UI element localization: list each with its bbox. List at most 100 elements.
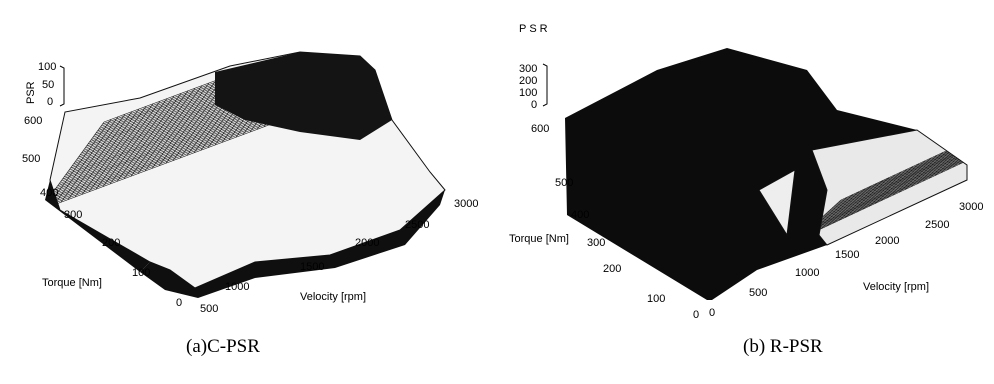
- x-tick-b-1000: 1000: [795, 267, 819, 279]
- mesh-line: [396, 72, 445, 78]
- x-tick-a-1000: 1000: [225, 281, 249, 293]
- mesh-line: [84, 72, 445, 149]
- y-tick-a-200: 200: [102, 237, 120, 249]
- z-tick-a-0: 100: [38, 61, 56, 73]
- mesh-line: [812, 145, 967, 231]
- z-tick-b-200: 200: [519, 75, 537, 87]
- mesh-line: [425, 0, 489, 67]
- surface-a-dark-upper: [215, 52, 392, 140]
- mesh-line: [812, 151, 967, 237]
- mesh-line: [102, 72, 445, 125]
- x-tick-a-1500: 1500: [300, 261, 324, 273]
- mesh-line: [812, 147, 967, 233]
- mesh-line: [94, 72, 445, 136]
- y-tick-a-600: 600: [24, 115, 42, 127]
- x-tick-b-500: 500: [749, 287, 767, 299]
- mesh-line: [86, 72, 445, 147]
- y-tick-b-400: 400: [571, 209, 589, 221]
- x-tick-b-3000: 3000: [959, 201, 983, 213]
- chart-panel-b: PSR 300 200 100 0 600 500 400 300 200 10…: [497, 0, 994, 384]
- mesh-line: [100, 72, 445, 127]
- mesh-line: [821, 133, 967, 219]
- mesh-line: [836, 130, 967, 205]
- x-tick-b-2000: 2000: [875, 235, 899, 247]
- x-axis-label-a: Velocity [rpm]: [300, 291, 366, 303]
- surface-b-notch: [758, 169, 796, 237]
- mesh-line: [418, 0, 482, 70]
- x-tick-b-0: 0: [709, 307, 715, 319]
- mesh-line: [812, 149, 967, 235]
- mesh-line: [432, 0, 496, 64]
- y-tick-b-0: 0: [693, 309, 699, 321]
- mesh-line: [971, 119, 994, 159]
- mesh-line: [410, 72, 445, 73]
- mesh-line: [97, 72, 445, 132]
- mesh-line: [818, 135, 967, 221]
- surface-plot-a: 100 50 0 PSR 600 500 400 300 200 100 0 T…: [22, 0, 497, 315]
- mesh-line: [89, 72, 445, 143]
- surface-b-dark: [565, 48, 967, 300]
- mesh-line: [382, 72, 445, 83]
- mesh-line: [103, 72, 445, 123]
- mesh-line: [829, 130, 967, 211]
- y-tick-b-100: 100: [647, 293, 665, 305]
- z-tick-b-0: 0: [531, 99, 537, 111]
- z-axis-a: [59, 65, 65, 107]
- z-tick-b-300: 300: [519, 63, 537, 75]
- y-tick-a-100: 100: [132, 267, 150, 279]
- mesh-line: [99, 72, 445, 129]
- mesh-line: [823, 131, 967, 217]
- y-tick-b-300: 300: [587, 237, 605, 249]
- y-tick-a-400: 400: [40, 187, 58, 199]
- z-axis-label-a: PSR: [25, 81, 37, 104]
- surface-a-dark-floor: [140, 190, 445, 298]
- mesh-line: [368, 72, 434, 88]
- mesh-line: [91, 72, 445, 140]
- mesh-line: [812, 153, 967, 239]
- z-axis-b: [542, 63, 548, 107]
- caption-b: (b) R-PSR: [743, 336, 823, 357]
- surface-a-dark-left: [45, 180, 150, 272]
- mesh-line: [92, 72, 445, 138]
- mesh-line: [87, 72, 445, 145]
- x-axis-label-b: Velocity [rpm]: [863, 281, 929, 293]
- mesh-line: [977, 116, 994, 156]
- mesh-line: [375, 72, 441, 86]
- mesh-line: [812, 155, 967, 241]
- x-tick-a-500: 500: [200, 303, 218, 315]
- y-axis-label-b: Torque [Nm]: [509, 233, 569, 245]
- mesh-line: [832, 130, 967, 209]
- x-tick-b-2500: 2500: [925, 219, 949, 231]
- mesh-line: [446, 0, 497, 59]
- mesh-line: [964, 130, 967, 162]
- y-tick-b-600: 600: [531, 123, 549, 135]
- caption-a: (a)C-PSR: [186, 336, 260, 357]
- mesh-line: [827, 130, 967, 213]
- z-axis-label-b: PSR: [519, 23, 551, 35]
- z-tick-a-2: 0: [47, 96, 53, 108]
- x-tick-a-2500: 2500: [405, 219, 429, 231]
- mesh-line: [389, 72, 445, 81]
- mesh-line: [439, 0, 497, 62]
- mesh-line: [834, 130, 967, 207]
- mesh-line: [838, 130, 967, 203]
- mesh-line: [95, 72, 445, 134]
- mesh-line: [453, 0, 497, 57]
- z-tick-a-1: 50: [42, 79, 54, 91]
- y-tick-a-300: 300: [64, 209, 82, 221]
- y-tick-a-0: 0: [176, 297, 182, 309]
- mesh-line: [403, 72, 445, 75]
- mesh-line: [825, 130, 967, 215]
- chart-panel-a: 100 50 0 PSR 600 500 400 300 200 100 0 T…: [22, 0, 497, 357]
- y-tick-b-200: 200: [603, 263, 621, 275]
- x-tick-b-1500: 1500: [835, 249, 859, 261]
- mesh-line: [840, 130, 967, 201]
- mesh-line: [460, 0, 497, 54]
- y-tick-a-500: 500: [22, 153, 40, 165]
- mesh-line: [958, 130, 967, 165]
- y-axis-label-a: Torque [Nm]: [42, 277, 102, 289]
- x-tick-a-2000: 2000: [355, 237, 379, 249]
- surface-plot-b: PSR 300 200 100 0 600 500 400 300 200 10…: [509, 23, 994, 321]
- z-tick-b-100: 100: [519, 87, 537, 99]
- x-tick-a-3000: 3000: [454, 198, 478, 210]
